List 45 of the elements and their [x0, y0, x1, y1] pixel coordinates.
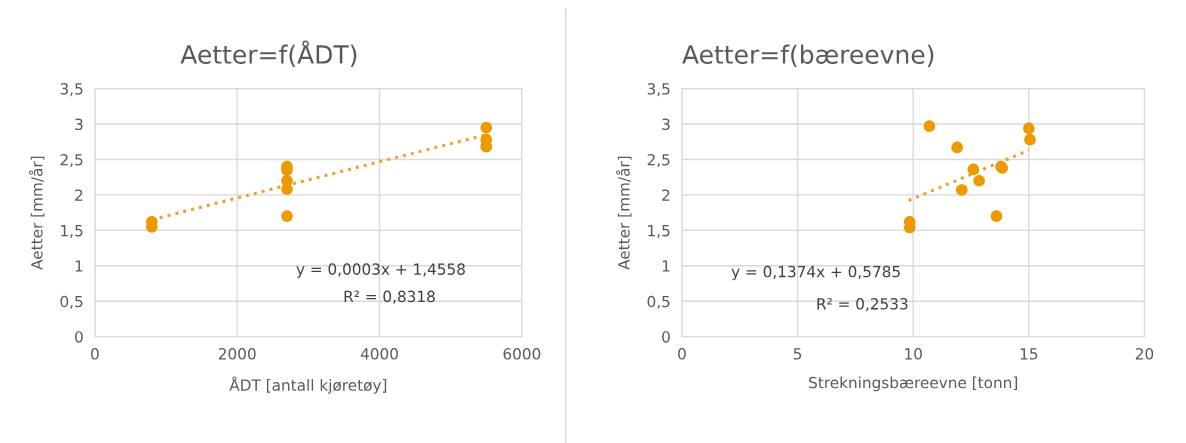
y-axis-title: Aetter [mm/år] [616, 156, 632, 270]
annotation: R² = 0,8318 [344, 290, 435, 304]
y-tick-label: 0,5 [647, 295, 670, 309]
y-tick-label: 0 [662, 331, 670, 343]
x-tick-label: 2000 [218, 348, 256, 360]
annotation: R² = 0,2533 [817, 298, 908, 312]
x-tick-label: 6000 [503, 348, 541, 360]
x-tick-label: 0 [678, 348, 686, 360]
chart-title: Aetter=f(bæreevne) [682, 44, 934, 67]
y-tick-label: 3,5 [60, 83, 83, 97]
x-tick-label: 4000 [360, 348, 398, 360]
x-tick-label: 5 [793, 348, 802, 360]
y-tick-label: 0 [75, 331, 83, 343]
x-tick-label: 0 [91, 348, 99, 360]
y-tick-label: 0,5 [60, 295, 83, 309]
y-tick-label: 1,5 [61, 225, 83, 238]
x-tick-label: 15 [1020, 348, 1038, 360]
point [990, 210, 1003, 222]
y-axis-title: Aetter [mm/år] [28, 156, 45, 270]
point [1023, 122, 1035, 135]
y-tick-label: 3 [662, 118, 670, 131]
point [1024, 133, 1036, 146]
point [973, 174, 985, 187]
chart-title: Aetter=f(ÅDT) [180, 40, 357, 67]
y-tick-label: 1 [662, 260, 670, 272]
x-tick-label: 20 [1135, 348, 1154, 360]
y-tick-label: 1,5 [648, 225, 670, 238]
x-tick-label: 10 [905, 348, 922, 360]
y-tick-label: 2,5 [647, 153, 670, 168]
y-tick-label: 2,5 [60, 153, 83, 168]
point [955, 184, 968, 196]
point [281, 210, 293, 222]
point [967, 163, 980, 176]
x-axis-title: Strekningsbæreevne [tonn] [809, 376, 1017, 392]
point [480, 121, 493, 134]
annotation: y = 0,0003x + 1,4558 [296, 263, 465, 278]
point [951, 141, 963, 154]
x-axis-title: ÅDT [antall kjøretøy] [229, 376, 387, 394]
y-tick-label: 2 [662, 189, 670, 201]
y-tick-label: 3 [75, 118, 83, 131]
annotation: y = 0,1374x + 0,5785 [731, 265, 900, 281]
y-tick-label: 3,5 [647, 83, 670, 97]
y-tick-label: 1 [75, 260, 83, 272]
y-tick-label: 2 [75, 189, 83, 201]
point [923, 120, 936, 132]
